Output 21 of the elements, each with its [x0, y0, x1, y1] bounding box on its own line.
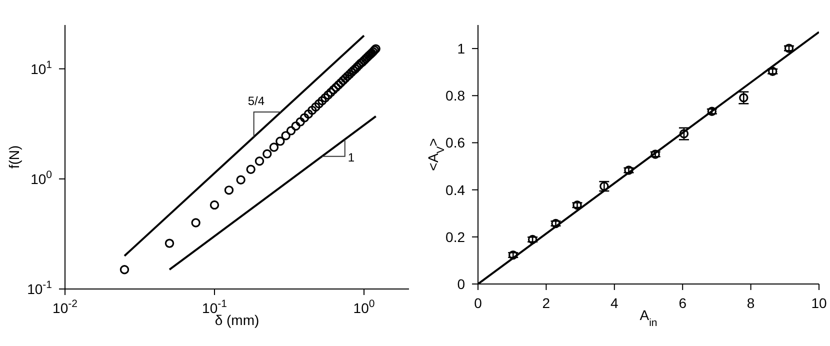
x-axis-title: A$_{in}$ [640, 307, 658, 329]
y-tick-label: 1 [457, 40, 466, 57]
y-tick-label: 10$^{1}$ [30, 58, 52, 77]
annotation: 5/4 [248, 94, 265, 108]
y-tick-label: 0 [457, 276, 466, 292]
x-tick-label: 10$^{-2}$ [52, 298, 78, 316]
x-tick-label: 10$^{0}$ [353, 298, 375, 316]
x-tick-label: 0 [474, 295, 482, 311]
x-tick-label: 6 [678, 295, 687, 311]
y-tick-label: 10$^{0}$ [30, 168, 52, 187]
x-tick-label: 4 [610, 295, 618, 311]
y-tick-label: 0.2 [446, 228, 466, 245]
y-tick-label: 0.6 [446, 134, 466, 151]
x-tick-label: 2 [542, 295, 550, 311]
annotation: 1 [348, 150, 355, 164]
y-tick-label: 0.8 [446, 88, 466, 104]
y-tick-label: 0.4 [446, 182, 466, 198]
y-tick-label: 10$^{-1}$ [27, 279, 52, 297]
x-tick-label: 10 [811, 295, 827, 311]
y-axis-title: f(N) [6, 145, 22, 169]
x-tick-label: 8 [746, 295, 755, 311]
